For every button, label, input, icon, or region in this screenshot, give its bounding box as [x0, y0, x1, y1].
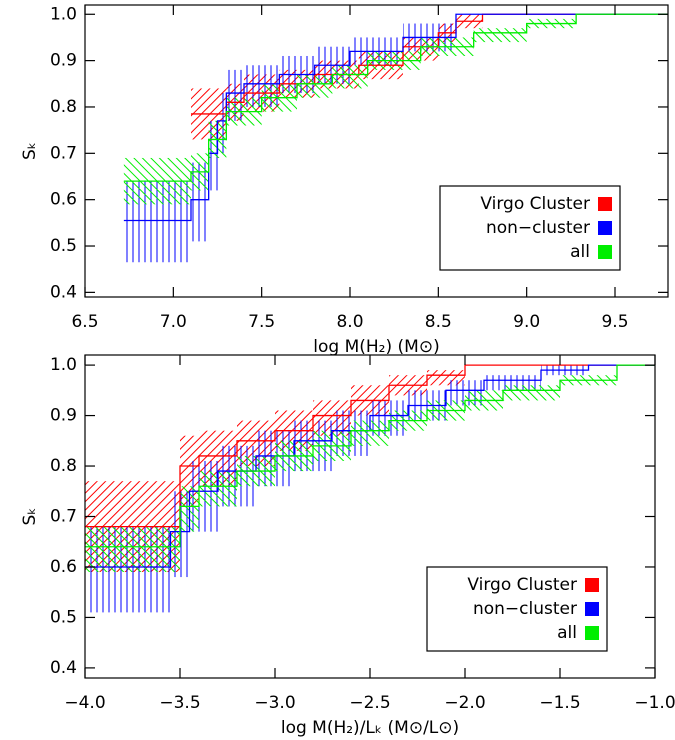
step-line: [85, 364, 655, 548]
confidence-band: [332, 65, 368, 89]
y-axis-label: Sₖ: [20, 142, 40, 160]
y-tick-label: 0.7: [50, 507, 77, 527]
y-tick-label: 0.9: [50, 51, 77, 71]
y-tick-label: 0.4: [50, 658, 77, 678]
x-tick-label: 9.5: [601, 312, 628, 332]
y-tick-label: 1.0: [50, 4, 77, 24]
legend-label: Virgo Cluster: [467, 575, 577, 595]
y-tick-label: 0.5: [50, 236, 77, 256]
legend-swatch: [585, 626, 599, 640]
x-tick-label: 8.5: [425, 312, 452, 332]
legend-label: all: [557, 623, 577, 643]
y-tick-label: 0.7: [50, 143, 77, 163]
legend-box: [439, 185, 621, 271]
x-tick-label: 8.0: [336, 312, 363, 332]
legend-label: Virgo Cluster: [480, 194, 590, 214]
y-tick-label: 0.8: [50, 97, 77, 117]
legend-swatch: [585, 602, 599, 616]
legend-label: non−cluster: [473, 599, 577, 619]
confidence-band: [85, 526, 180, 573]
confidence-band: [503, 385, 560, 401]
legend-swatch: [598, 221, 612, 235]
x-tick-label: 7.0: [160, 312, 187, 332]
legend-swatch: [598, 197, 612, 211]
legend-label: all: [570, 242, 590, 262]
step-line: [123, 13, 668, 182]
legend-label: non−cluster: [486, 218, 590, 238]
x-tick-label: −3.5: [159, 693, 200, 713]
y-tick-label: 0.5: [50, 607, 77, 627]
legend-swatch: [598, 245, 612, 259]
x-axis-label: log M(H₂) (M⊙): [313, 337, 439, 357]
y-tick-label: 0.8: [50, 456, 77, 476]
x-tick-label: −1.0: [634, 693, 675, 713]
step-line: [85, 364, 655, 528]
x-tick-label: −1.5: [539, 693, 580, 713]
x-tick-label: 9.0: [513, 312, 540, 332]
x-tick-label: −2.0: [444, 693, 485, 713]
x-tick-label: 7.5: [248, 312, 275, 332]
y-tick-label: 0.6: [50, 190, 77, 210]
legend-swatch: [585, 578, 599, 592]
x-axis-label: log M(H₂)/Lₖ (M⊙/L⊙): [281, 718, 459, 738]
x-tick-label: −3.0: [254, 693, 295, 713]
step-line: [123, 13, 668, 222]
x-tick-label: −4.0: [64, 693, 105, 713]
x-tick-label: −2.5: [349, 693, 390, 713]
y-tick-label: 1.0: [50, 355, 77, 375]
legend-box: [426, 566, 608, 652]
y-tick-label: 0.6: [50, 557, 77, 577]
confidence-band: [297, 74, 333, 98]
y-tick-label: 0.9: [50, 406, 77, 426]
confidence-band: [473, 28, 527, 43]
plot-frame: [84, 4, 669, 298]
x-tick-label: 6.5: [71, 312, 98, 332]
y-tick-label: 0.4: [50, 282, 77, 302]
y-axis-label: Sₖ: [20, 507, 40, 525]
